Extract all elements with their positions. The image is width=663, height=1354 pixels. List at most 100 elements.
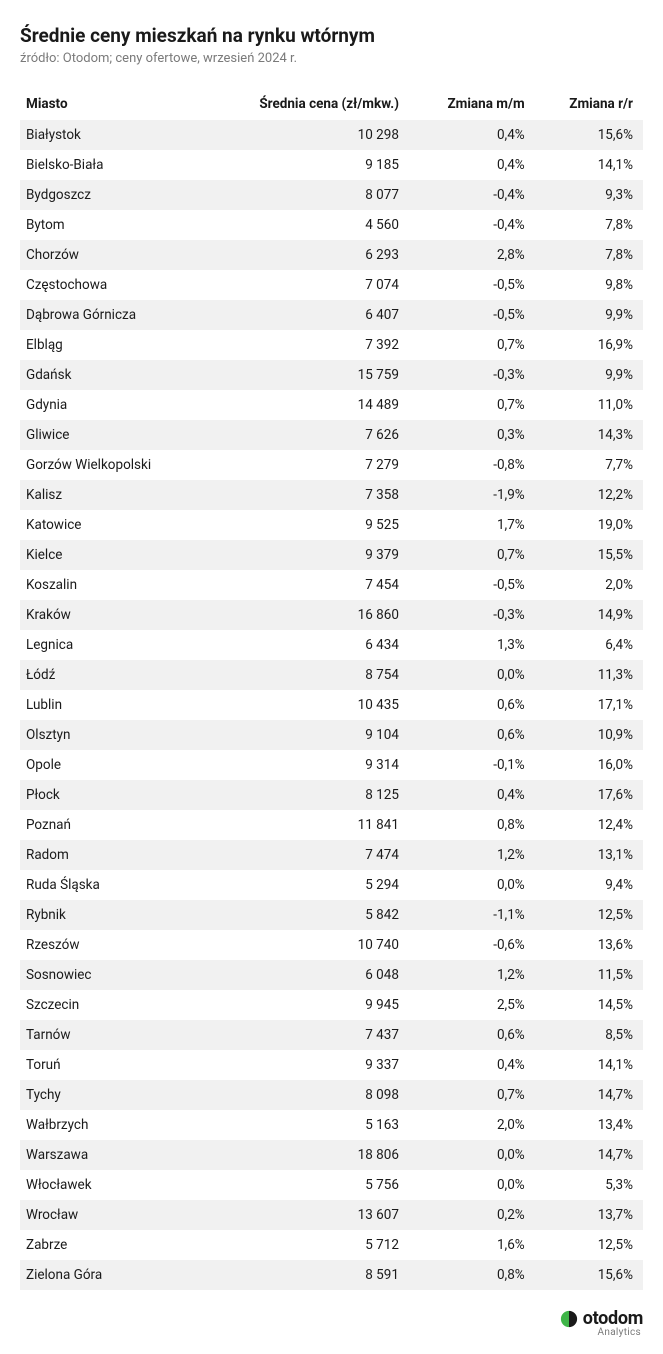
cell-yy: 17,6% [535, 780, 643, 810]
cell-price: 7 626 [203, 420, 409, 450]
cell-mm: 2,0% [409, 1110, 535, 1140]
cell-yy: 6,4% [535, 630, 643, 660]
cell-city: Płock [20, 780, 203, 810]
cell-mm: 0,8% [409, 1260, 535, 1290]
table-row: Sosnowiec6 0481,2%11,5% [20, 960, 643, 990]
cell-price: 5 294 [203, 870, 409, 900]
table-row: Bielsko-Biała9 1850,4%14,1% [20, 150, 643, 180]
cell-price: 11 841 [203, 810, 409, 840]
cell-mm: 1,2% [409, 960, 535, 990]
cell-yy: 14,7% [535, 1140, 643, 1170]
cell-city: Bydgoszcz [20, 180, 203, 210]
table-row: Łódź8 7540,0%11,3% [20, 660, 643, 690]
table-row: Płock8 1250,4%17,6% [20, 780, 643, 810]
cell-city: Dąbrowa Górnicza [20, 300, 203, 330]
cell-yy: 16,0% [535, 750, 643, 780]
cell-yy: 11,0% [535, 390, 643, 420]
cell-city: Rybnik [20, 900, 203, 930]
brand-sub: Analytics [598, 1327, 641, 1338]
page-title: Średnie ceny mieszkań na rynku wtórnym [20, 24, 643, 47]
cell-city: Sosnowiec [20, 960, 203, 990]
cell-price: 6 434 [203, 630, 409, 660]
table-row: Chorzów6 2932,8%7,8% [20, 240, 643, 270]
cell-city: Chorzów [20, 240, 203, 270]
cell-price: 8 098 [203, 1080, 409, 1110]
cell-yy: 7,8% [535, 240, 643, 270]
table-row: Białystok10 2980,4%15,6% [20, 120, 643, 150]
cell-yy: 15,6% [535, 120, 643, 150]
cell-yy: 16,9% [535, 330, 643, 360]
cell-yy: 19,0% [535, 510, 643, 540]
cell-city: Kalisz [20, 480, 203, 510]
cell-price: 9 379 [203, 540, 409, 570]
cell-price: 8 077 [203, 180, 409, 210]
cell-city: Tarnów [20, 1020, 203, 1050]
table-row: Lublin10 4350,6%17,1% [20, 690, 643, 720]
cell-price: 4 560 [203, 210, 409, 240]
cell-yy: 2,0% [535, 570, 643, 600]
cell-city: Toruń [20, 1050, 203, 1080]
table-row: Opole9 314-0,1%16,0% [20, 750, 643, 780]
cell-price: 7 074 [203, 270, 409, 300]
cell-price: 5 756 [203, 1170, 409, 1200]
cell-mm: -0,3% [409, 360, 535, 390]
cell-city: Olsztyn [20, 720, 203, 750]
cell-price: 7 437 [203, 1020, 409, 1050]
cell-mm: 0,0% [409, 660, 535, 690]
table-row: Bydgoszcz8 077-0,4%9,3% [20, 180, 643, 210]
cell-city: Ruda Śląska [20, 870, 203, 900]
col-yy: Zmiana r/r [535, 88, 643, 120]
table-row: Tychy8 0980,7%14,7% [20, 1080, 643, 1110]
cell-yy: 13,1% [535, 840, 643, 870]
cell-city: Gdańsk [20, 360, 203, 390]
cell-city: Kielce [20, 540, 203, 570]
table-row: Wałbrzych5 1632,0%13,4% [20, 1110, 643, 1140]
cell-city: Bielsko-Biała [20, 150, 203, 180]
table-row: Kraków16 860-0,3%14,9% [20, 600, 643, 630]
table-row: Zabrze5 7121,6%12,5% [20, 1230, 643, 1260]
table-row: Zielona Góra8 5910,8%15,6% [20, 1260, 643, 1290]
cell-yy: 9,3% [535, 180, 643, 210]
table-row: Elbląg7 3920,7%16,9% [20, 330, 643, 360]
cell-yy: 9,4% [535, 870, 643, 900]
cell-city: Gliwice [20, 420, 203, 450]
cell-price: 8 125 [203, 780, 409, 810]
otodom-icon [560, 1310, 578, 1328]
cell-yy: 7,7% [535, 450, 643, 480]
cell-mm: -1,9% [409, 480, 535, 510]
cell-city: Łódź [20, 660, 203, 690]
cell-yy: 11,5% [535, 960, 643, 990]
cell-price: 5 712 [203, 1230, 409, 1260]
cell-price: 8 591 [203, 1260, 409, 1290]
table-row: Radom7 4741,2%13,1% [20, 840, 643, 870]
cell-mm: 1,3% [409, 630, 535, 660]
cell-yy: 9,9% [535, 300, 643, 330]
cell-yy: 14,7% [535, 1080, 643, 1110]
cell-price: 9 525 [203, 510, 409, 540]
cell-price: 18 806 [203, 1140, 409, 1170]
cell-yy: 15,6% [535, 1260, 643, 1290]
cell-city: Radom [20, 840, 203, 870]
cell-mm: -0,1% [409, 750, 535, 780]
cell-yy: 8,5% [535, 1020, 643, 1050]
cell-price: 16 860 [203, 600, 409, 630]
cell-yy: 10,9% [535, 720, 643, 750]
cell-city: Katowice [20, 510, 203, 540]
cell-mm: 0,7% [409, 1080, 535, 1110]
brand-logo: otodom Analytics [560, 1308, 643, 1338]
cell-mm: 0,8% [409, 810, 535, 840]
cell-city: Wałbrzych [20, 1110, 203, 1140]
cell-mm: 0,7% [409, 330, 535, 360]
table-row: Legnica6 4341,3%6,4% [20, 630, 643, 660]
cell-price: 10 740 [203, 930, 409, 960]
table-row: Poznań11 8410,8%12,4% [20, 810, 643, 840]
cell-mm: -1,1% [409, 900, 535, 930]
table-row: Gliwice7 6260,3%14,3% [20, 420, 643, 450]
cell-price: 7 358 [203, 480, 409, 510]
cell-mm: 1,2% [409, 840, 535, 870]
cell-city: Legnica [20, 630, 203, 660]
cell-price: 10 435 [203, 690, 409, 720]
cell-price: 10 298 [203, 120, 409, 150]
cell-price: 5 163 [203, 1110, 409, 1140]
cell-price: 7 279 [203, 450, 409, 480]
